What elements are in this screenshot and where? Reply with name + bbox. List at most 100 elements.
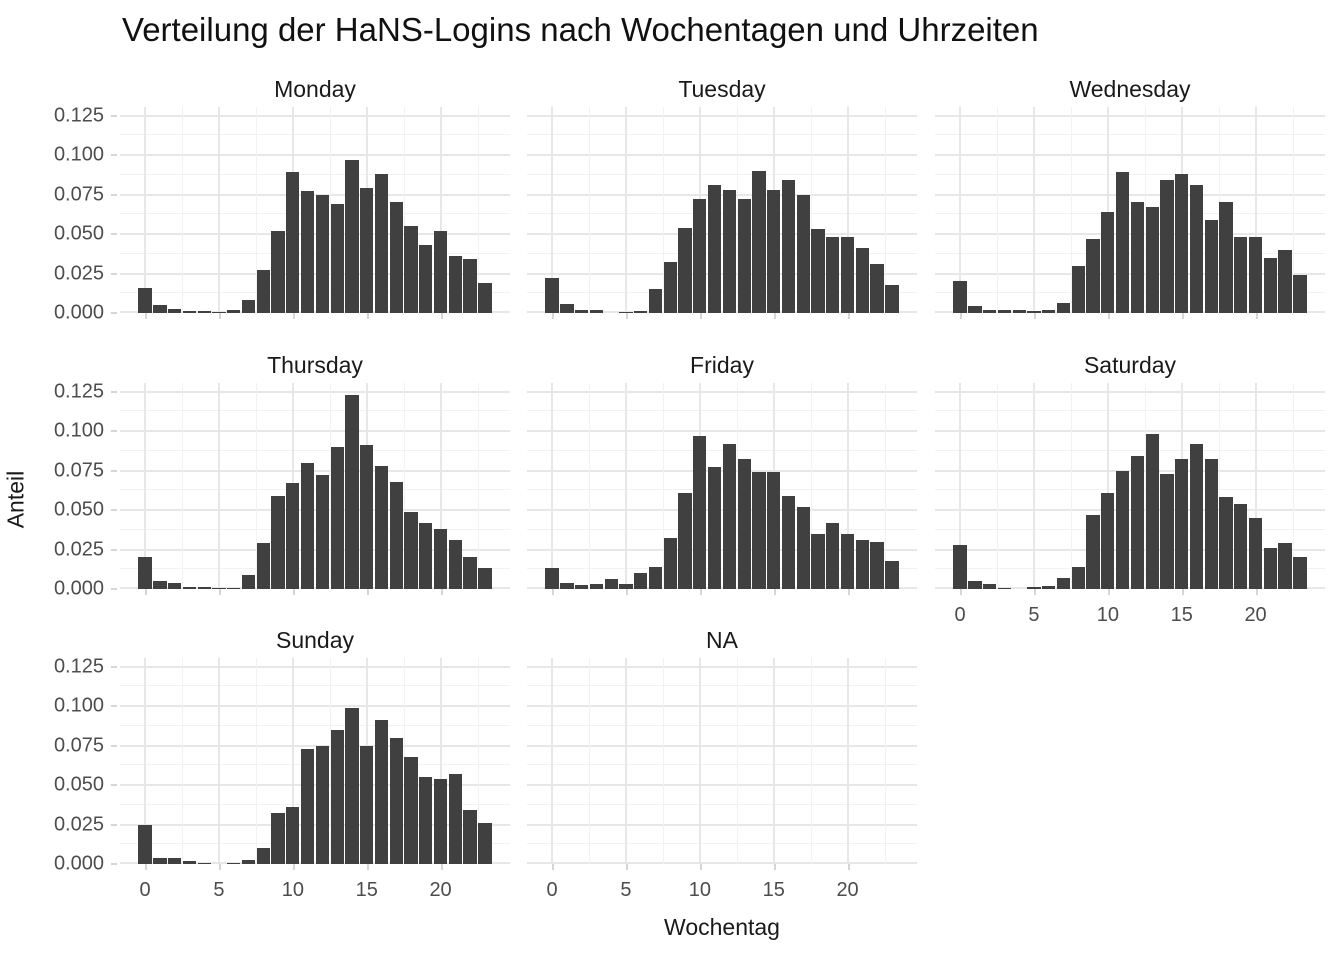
bar-tuesday-h19 xyxy=(826,237,840,313)
y-tick-label: 0.075 xyxy=(53,183,104,205)
bar-sunday-h18 xyxy=(404,756,418,864)
y-tick-label: 0.075 xyxy=(53,459,104,481)
y-tick-mark xyxy=(111,823,117,826)
bar-thursday-h9 xyxy=(271,495,285,589)
x-tick-mark xyxy=(145,864,148,870)
bar-sunday-h3 xyxy=(182,861,197,864)
gridline-h-major xyxy=(120,823,510,826)
bar-wednesday-h15 xyxy=(1175,173,1189,313)
x-tick-mark xyxy=(292,864,295,870)
bar-thursday-h11 xyxy=(300,462,315,589)
gridline-h-major xyxy=(935,272,1325,275)
bar-friday-h16 xyxy=(781,495,796,589)
gridline-h-major xyxy=(120,311,510,313)
bar-thursday-h5 xyxy=(212,588,226,589)
bar-friday-h5 xyxy=(619,583,633,589)
bar-thursday-h1 xyxy=(153,581,167,589)
bar-sunday-h22 xyxy=(463,810,477,864)
bar-wednesday-h6 xyxy=(1042,309,1056,313)
gridline-h-minor xyxy=(935,449,1325,451)
bar-tuesday-h3 xyxy=(589,309,604,313)
bar-sunday-h13 xyxy=(330,729,344,864)
gridline-h-minor xyxy=(527,173,917,175)
bar-monday-h16 xyxy=(374,173,389,313)
bar-sunday-h11 xyxy=(300,748,315,864)
gridline-h-major xyxy=(935,587,1325,589)
gridline-v-major xyxy=(1106,107,1109,313)
y-tick-mark xyxy=(111,509,117,511)
gridline-h-minor xyxy=(120,803,510,805)
bar-sunday-h0 xyxy=(138,824,152,864)
gridline-v-major xyxy=(144,107,147,313)
gridline-h-major xyxy=(935,154,1325,156)
x-tick-mark xyxy=(440,313,443,319)
gridline-v-minor xyxy=(810,107,812,313)
x-tick-mark xyxy=(625,864,628,870)
gridline-h-major xyxy=(935,430,1325,432)
gridline-h-minor xyxy=(527,410,917,412)
gridline-h-major xyxy=(935,311,1325,313)
gridline-v-major xyxy=(144,658,147,864)
bar-monday-h0 xyxy=(138,287,152,313)
bar-monday-h6 xyxy=(227,310,241,313)
gridline-v-major xyxy=(624,383,627,589)
gridline-h-major xyxy=(120,862,510,864)
gridline-v-minor xyxy=(736,107,738,313)
bar-monday-h5 xyxy=(212,312,226,313)
y-tick-mark xyxy=(111,193,117,196)
gridline-v-major xyxy=(1254,383,1257,589)
gridline-v-major xyxy=(144,383,147,589)
x-tick-mark xyxy=(1181,313,1184,319)
bar-saturday-h6 xyxy=(1042,585,1056,589)
gridline-v-minor xyxy=(255,107,257,313)
facet-strip-tuesday: Tuesday xyxy=(678,76,766,102)
y-tick-label: 0.000 xyxy=(53,852,104,875)
bar-friday-h7 xyxy=(648,566,663,589)
bar-tuesday-h5 xyxy=(619,312,633,313)
gridline-h-minor xyxy=(120,213,510,215)
bar-saturday-h20 xyxy=(1248,517,1263,589)
y-tick-mark xyxy=(111,430,117,432)
gridline-v-major xyxy=(698,658,701,864)
gridline-h-minor xyxy=(935,134,1325,136)
facet-panel-tuesday xyxy=(527,107,917,313)
gridline-h-minor xyxy=(527,528,917,530)
gridline-h-major xyxy=(120,272,510,275)
facet-strip-wednesday: Wednesday xyxy=(1069,76,1191,102)
bar-tuesday-h17 xyxy=(796,194,810,313)
gridline-v-minor xyxy=(736,383,738,589)
bar-wednesday-h0 xyxy=(953,281,967,313)
bar-thursday-h4 xyxy=(197,587,211,589)
bar-friday-h2 xyxy=(575,584,589,589)
gridline-h-minor xyxy=(120,173,510,175)
bar-thursday-h7 xyxy=(241,574,256,589)
bar-tuesday-h0 xyxy=(545,278,559,313)
gridline-h-major xyxy=(935,469,1325,472)
x-tick-mark xyxy=(1033,313,1036,319)
gridline-h-minor xyxy=(120,528,510,530)
bar-monday-h2 xyxy=(168,309,182,313)
bar-thursday-h14 xyxy=(345,394,359,589)
bar-saturday-h16 xyxy=(1189,443,1204,589)
bar-tuesday-h7 xyxy=(648,289,663,313)
bar-friday-h20 xyxy=(840,533,855,589)
bar-sunday-h8 xyxy=(256,848,270,864)
bar-friday-h21 xyxy=(855,540,869,589)
y-tick-mark xyxy=(111,548,117,551)
y-tick-label: 0.000 xyxy=(53,577,104,600)
bar-friday-h0 xyxy=(545,568,559,589)
bar-thursday-h8 xyxy=(256,543,270,589)
gridline-h-minor xyxy=(527,449,917,451)
gridline-h-minor xyxy=(527,685,917,687)
gridline-h-minor xyxy=(120,449,510,451)
bar-tuesday-h20 xyxy=(840,237,855,313)
gridline-v-minor xyxy=(1070,383,1072,589)
x-tick-mark xyxy=(366,589,369,595)
x-tick-mark xyxy=(847,589,850,595)
x-tick-mark xyxy=(847,864,850,870)
bar-thursday-h23 xyxy=(478,568,492,589)
gridline-v-minor xyxy=(403,107,405,313)
gridline-v-minor xyxy=(403,658,405,864)
bar-monday-h12 xyxy=(315,194,330,313)
gridline-v-major xyxy=(439,107,442,313)
